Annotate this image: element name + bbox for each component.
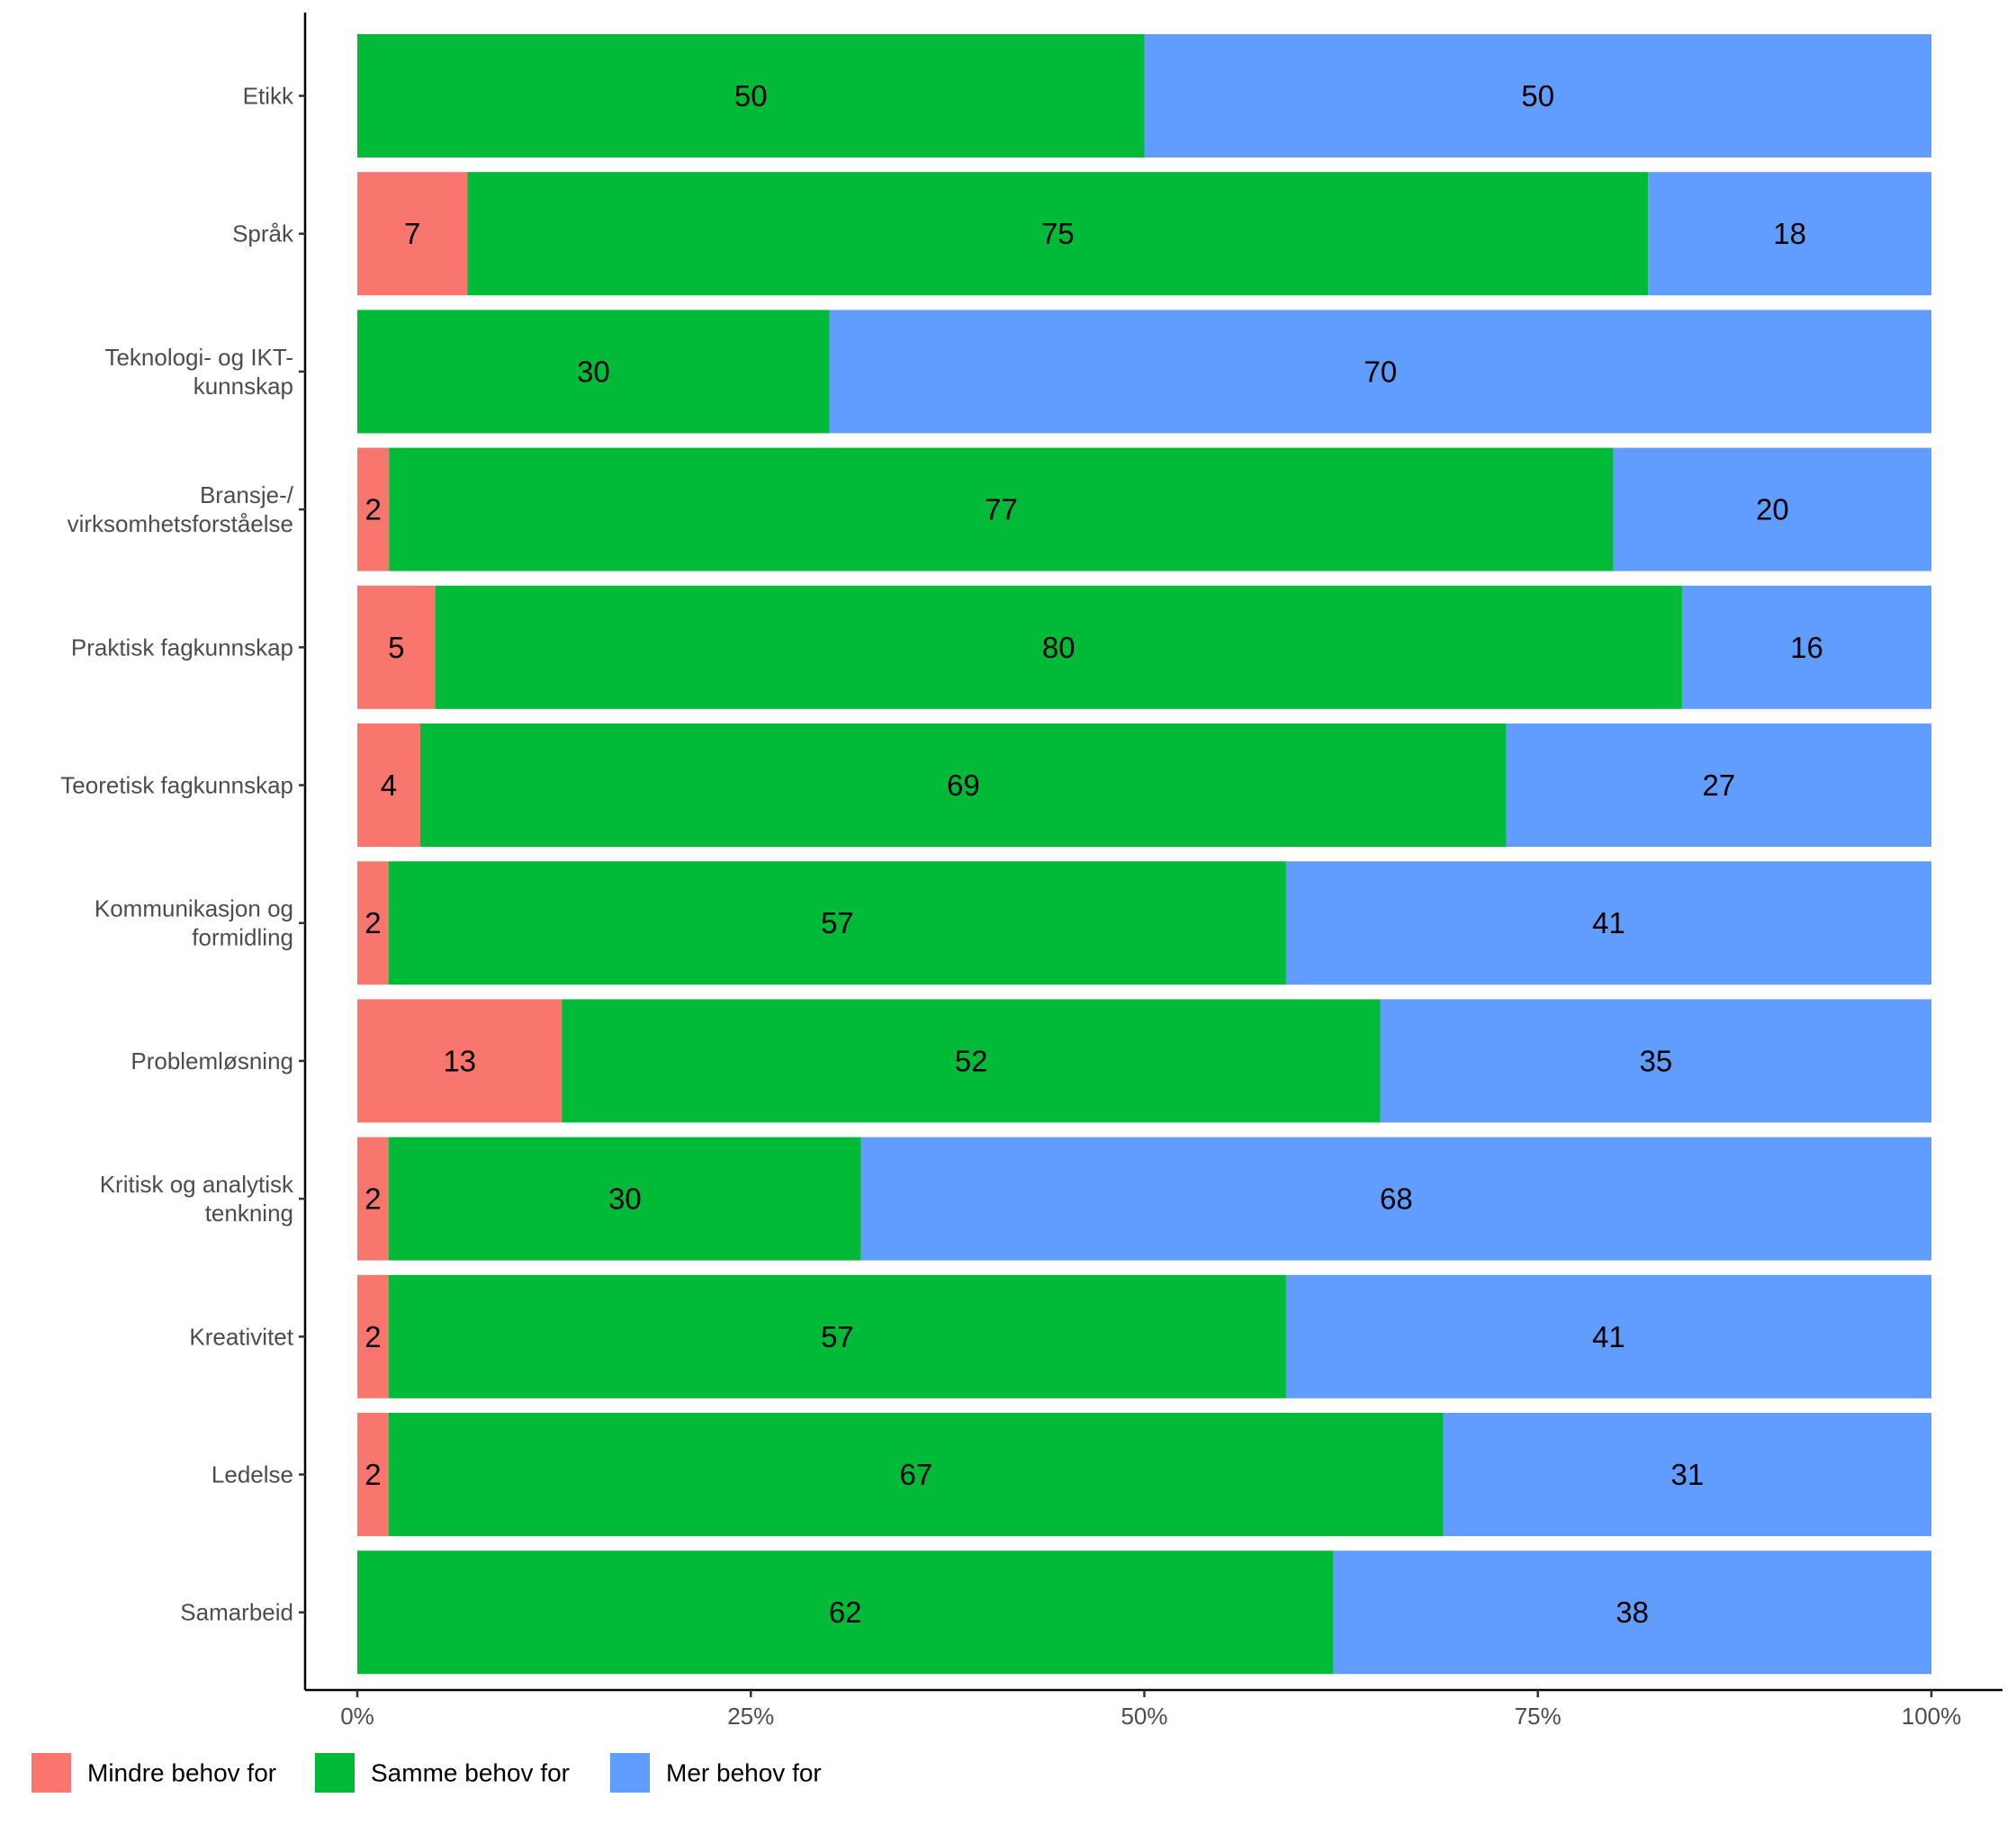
bar-segment [1506,724,1931,847]
bar-segment [1681,585,1931,709]
legend-label: Mer behov for [666,1759,822,1787]
data-label: 50 [734,79,768,112]
category-label: Etikk [243,83,294,110]
data-label: 13 [443,1044,476,1077]
bar-segment [435,585,1682,709]
bar-segment [389,447,1614,571]
bar-segment [357,999,562,1123]
data-label: 38 [1616,1596,1649,1629]
data-label: 30 [577,355,610,388]
data-label: 16 [1790,631,1823,664]
category-label: Teoretisk fagkunnskap [60,772,293,799]
data-label: 2 [364,906,381,939]
data-label: 35 [1640,1044,1673,1077]
value-labels-layer: 50 50 7 75 18 30 70 2 77 20 5 80 16 4 69 27 2 57 41 13 52 35 2… [364,79,1823,1629]
category-label: Problemløsning [130,1047,293,1074]
bar-segment [1285,1274,1931,1398]
category-label: Samarbeid [180,1599,293,1626]
data-label: 75 [1041,217,1075,250]
data-label: 70 [1364,355,1397,388]
bar-segment [357,310,830,434]
category-label: Språk [232,220,294,247]
data-label: 69 [947,769,980,802]
bar-segment [562,999,1381,1123]
bar-segment [1333,1551,1931,1675]
bar-segment [357,447,390,571]
data-label: 80 [1042,631,1076,664]
bar-segment [1613,447,1931,571]
legend-swatch [610,1753,650,1793]
data-label: 52 [955,1044,988,1077]
bar-segment [388,861,1286,985]
category-label: Kreativitet [189,1323,293,1350]
bar-segment [860,1137,1932,1261]
data-label: 18 [1773,217,1806,250]
bar-segment [357,172,468,296]
x-tick-label: 75% [1515,1703,1562,1730]
data-label: 4 [381,769,397,802]
bar-segment [357,1413,389,1536]
bar-segment [388,1137,861,1261]
data-label: 31 [1671,1458,1705,1491]
category-label: Kommunikasjon og formidling [94,895,293,951]
bar-segment [1443,1413,1931,1536]
data-label: 68 [1380,1182,1413,1216]
bar-segment [829,310,1932,434]
bar-segment [357,724,420,847]
data-label: 5 [388,631,404,664]
data-label: 57 [821,1320,854,1353]
bar-segment [357,1137,389,1261]
data-label: 27 [1703,769,1736,802]
bars-layer [357,34,1932,1675]
bar-segment [357,585,436,709]
data-label: 2 [364,1458,381,1491]
bar-segment [419,724,1507,847]
bar-segment [357,1274,389,1398]
category-label: Teknologi- og IKT-kunnskap [104,344,293,400]
data-label: 2 [364,493,381,526]
data-label: 50 [1521,79,1554,112]
legend-label: Samme behov for [371,1759,570,1787]
bar-segment [388,1413,1444,1536]
data-label: 20 [1756,493,1789,526]
data-label: 7 [404,217,420,250]
data-label: 41 [1592,906,1625,939]
data-label: 2 [364,1182,381,1216]
bar-segment [1285,861,1931,985]
data-label: 41 [1592,1320,1625,1353]
x-tick-label: 0% [340,1703,374,1730]
x-tick-label: 100% [1902,1703,1962,1730]
data-label: 77 [985,493,1018,526]
legend-swatch [315,1753,355,1793]
bar-segment [1144,34,1931,157]
data-label: 62 [829,1596,862,1629]
category-label: Praktisk fagkunnskap [71,634,293,661]
bar-segment [357,861,389,985]
category-label: Ledelse [212,1461,293,1488]
category-label: Kritisk og analytisk tenkning [100,1171,294,1227]
axes-layer: Etikk Språk Teknologi- og IKT-kunnskap Bran… [60,13,2002,1730]
category-label: Bransje-/virksomhetsforståelse [68,481,294,537]
legend-swatch [32,1753,71,1793]
data-label: 57 [821,906,854,939]
legend: Mindre behov for Samme behov for Mer behov… [32,1753,822,1793]
x-tick-label: 25% [727,1703,774,1730]
bar-segment [357,1551,1334,1675]
bar-segment [1380,999,1931,1123]
data-label: 67 [900,1458,933,1491]
bar-segment [388,1274,1286,1398]
bar-segment [357,34,1145,157]
bar-segment [467,172,1649,296]
bar-segment [1648,172,1931,296]
legend-label: Mindre behov for [87,1759,276,1787]
x-tick-label: 50% [1120,1703,1167,1730]
data-label: 30 [608,1182,642,1216]
data-label: 2 [364,1320,381,1353]
